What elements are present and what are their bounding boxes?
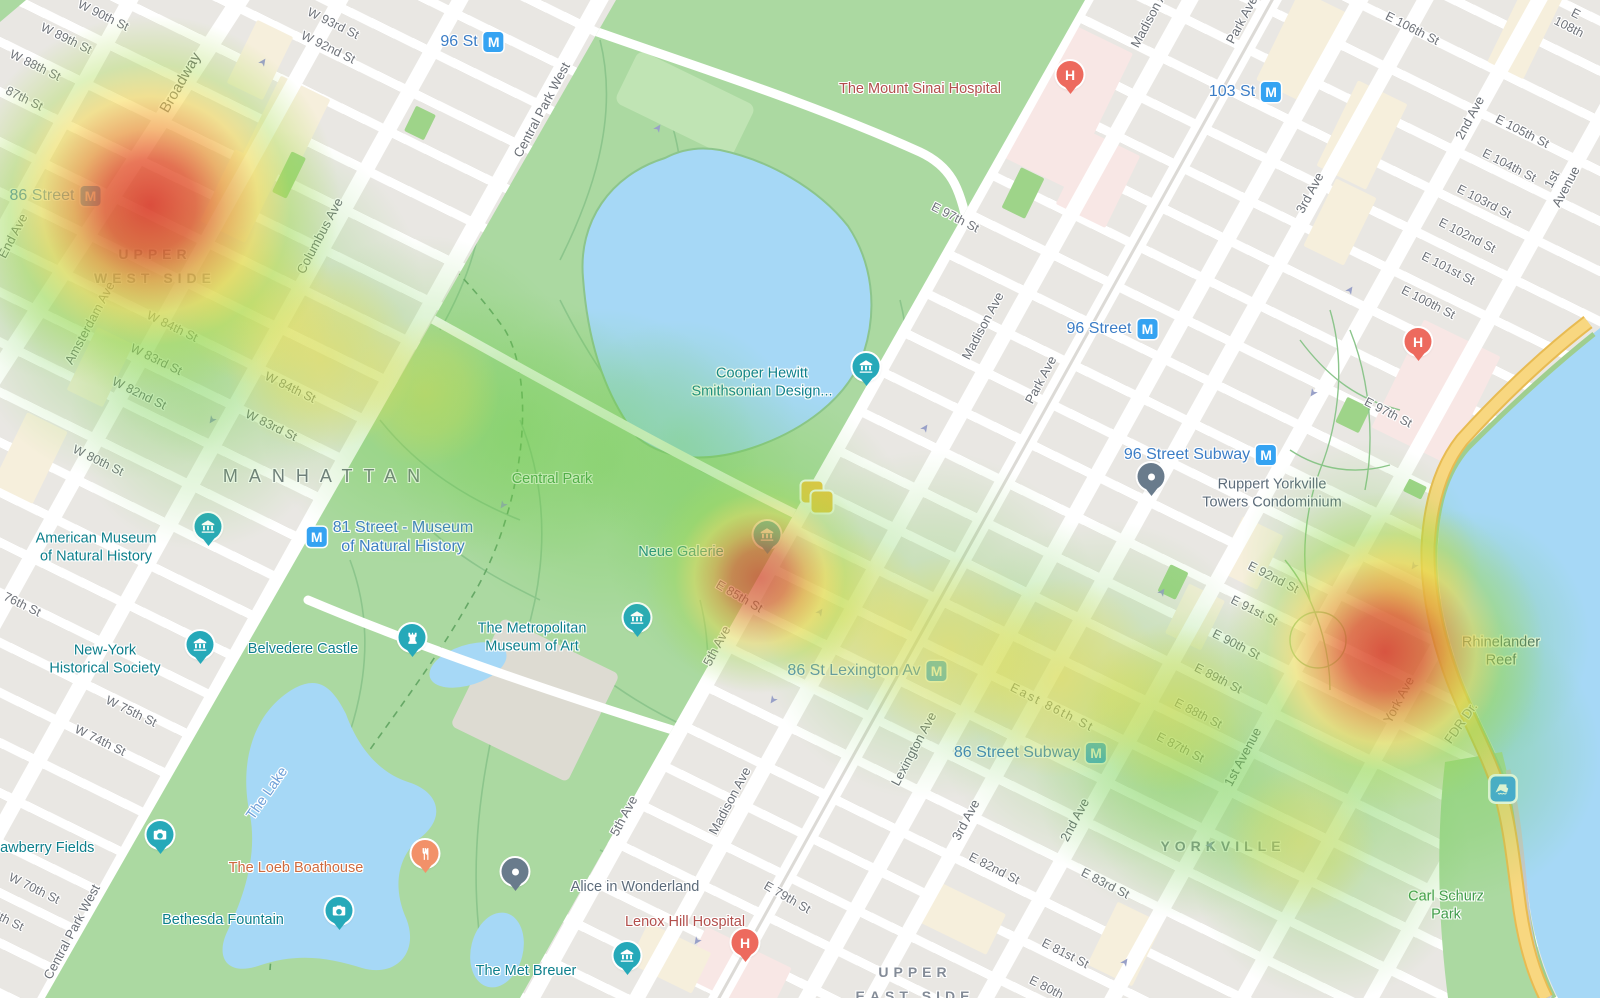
dot-pin-icon[interactable]	[1137, 463, 1165, 490]
poi-label-american-museum-of-natural-history[interactable]: American Museum of Natural History	[35, 530, 157, 564]
station-label: 96 St	[440, 33, 478, 51]
station-label: 96 Street	[1066, 320, 1132, 338]
camera-pin-icon[interactable]	[146, 821, 174, 848]
reservoir-water	[581, 147, 873, 459]
metro-m-icon[interactable]: M	[1256, 445, 1277, 465]
dot-pin-icon[interactable]	[501, 858, 529, 885]
museum-pin-icon[interactable]	[623, 604, 651, 631]
museum-pin-icon[interactable]	[753, 521, 781, 548]
corner-green	[0, 0, 26, 22]
metro-m-icon[interactable]: M	[80, 186, 101, 206]
station-label: 96 Street Subway	[1123, 446, 1251, 464]
subway-station-81-street-museum-of-natural-history[interactable]: M 81 Street - Museum of Natural History	[306, 518, 474, 556]
station-label: 103 St	[1208, 83, 1256, 101]
metro-m-icon[interactable]: M	[483, 32, 504, 52]
metro-m-icon[interactable]: M	[926, 661, 947, 681]
subway-station-86-street[interactable]: 86 Street M	[10, 186, 101, 206]
ferry-terminal-icon[interactable]	[1490, 776, 1516, 802]
poi-label-the-metropolitan-museum-of-art[interactable]: The Metropolitan Museum of Art	[477, 620, 587, 654]
station-label: 81 Street - Museum of Natural History	[332, 518, 474, 555]
city-label-manhattan: MANHATTAN	[222, 466, 432, 487]
camera-pin-icon[interactable]	[325, 897, 353, 924]
museum-pin-icon[interactable]	[186, 631, 214, 658]
poi-label-the-met-breuer[interactable]: The Met Breuer	[475, 963, 577, 980]
poi-label-cooper-hewitt-smithsonian-design[interactable]: Cooper Hewitt Smithsonian Design...	[691, 365, 833, 399]
poi-label-strawberry-fields[interactable]: Strawberry Fields	[0, 840, 95, 857]
poi-label-belvedere-castle[interactable]: Belvedere Castle	[247, 641, 359, 658]
poi-label-bethesda-fountain[interactable]: Bethesda Fountain	[162, 912, 284, 929]
station-label: 86 Street Subway	[953, 744, 1081, 762]
subway-station-103-st[interactable]: 103 St M	[1208, 82, 1282, 102]
hospital-pin-icon[interactable]: H	[1404, 328, 1432, 355]
parkname-label-carl-schurz-park[interactable]: Carl Schurz Park	[1408, 888, 1484, 922]
subway-station-86-st-lexington-av[interactable]: 86 St Lexington Av M	[787, 661, 947, 681]
metro-m-icon[interactable]: M	[1137, 319, 1158, 339]
metro-m-icon[interactable]: M	[1086, 743, 1107, 763]
poi-red-label-lenox-hill-hospital[interactable]: Lenox Hill Hospital	[624, 914, 746, 931]
poi-label-neue-galerie[interactable]: Neue Galerie	[638, 544, 724, 561]
poi-gray-label-ruppert-yorkville-towers-condominium[interactable]: Ruppert Yorkville Towers Condominium	[1202, 476, 1342, 510]
museum-pin-icon[interactable]	[613, 942, 641, 969]
museum-pin-icon[interactable]	[194, 513, 222, 540]
museum-pin-icon[interactable]	[852, 353, 880, 380]
poi-red-label-the-mount-sinai-hospital[interactable]: The Mount Sinai Hospital	[839, 81, 1001, 98]
parkname-label-central-park[interactable]: Central Park	[511, 471, 593, 488]
subway-station-96-st[interactable]: 96 St M	[440, 32, 504, 52]
subway-station-86-street-subway[interactable]: 86 Street Subway M	[953, 743, 1107, 763]
subway-station-96-street[interactable]: 96 Street M	[1067, 319, 1158, 339]
poi-label-new-york-historical-society[interactable]: New-York Historical Society	[49, 642, 161, 676]
station-label: 86 Street	[9, 187, 75, 205]
yellow-poi-square-1[interactable]	[811, 491, 833, 513]
restaurant-pin-icon[interactable]	[411, 840, 439, 867]
metro-m-icon[interactable]: M	[1261, 82, 1282, 102]
hood-label-yorkville: YORKVILLE	[1160, 838, 1286, 855]
hospital-pin-icon[interactable]: H	[731, 929, 759, 956]
hospital-pin-icon[interactable]: H	[1056, 61, 1084, 88]
metro-m-icon[interactable]: M	[306, 527, 327, 547]
hood-label-upper-west-side: UPPER WEST SIDE	[93, 246, 217, 286]
castle-pin-icon[interactable]	[398, 624, 426, 651]
station-label: 86 St Lexington Av	[787, 662, 921, 680]
subway-station-96-street-subway[interactable]: 96 Street Subway M	[1123, 445, 1277, 465]
poi-dark-label-rhinelander-reef[interactable]: Rhinelander Reef	[1461, 634, 1541, 668]
poi-gray-label-alice-in-wonderland[interactable]: Alice in Wonderland	[570, 879, 700, 896]
meadow-patch	[616, 52, 754, 156]
hood-label-upper-east-side: UPPER EAST SIDE	[855, 964, 975, 998]
poi-orange-label-the-loeb-boathouse[interactable]: The Loeb Boathouse	[228, 860, 364, 877]
